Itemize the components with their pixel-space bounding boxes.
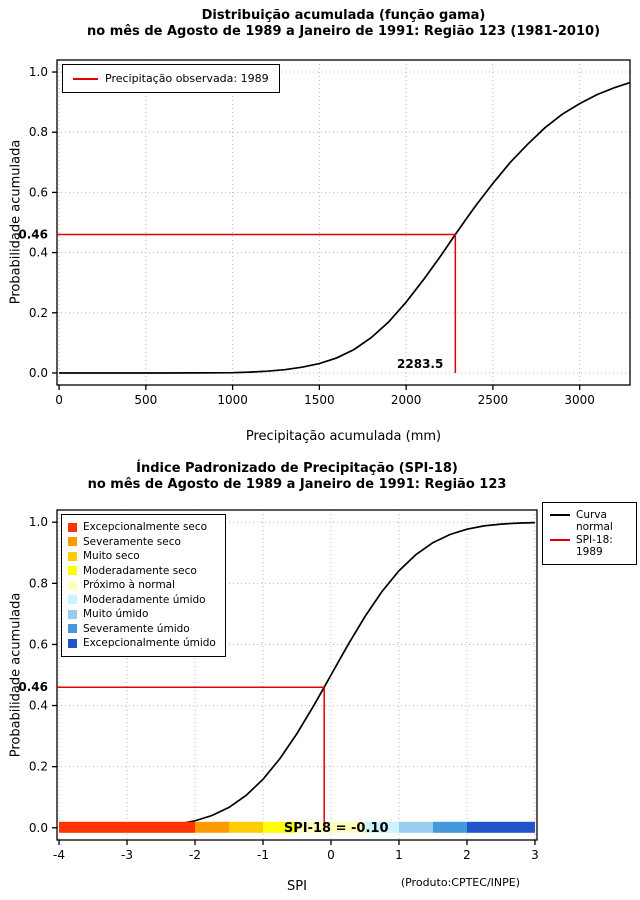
x-axis-tick-label: 3000: [564, 393, 595, 407]
y-axis-tick-label: 0.8: [29, 125, 48, 139]
probability-value-label: 0.46: [18, 228, 48, 242]
category-label: Excepcionalmente seco: [83, 521, 208, 534]
x-axis-tick-label: 2000: [391, 393, 422, 407]
y-axis-tick-label: 0.6: [29, 637, 48, 651]
spi-colorband-segment: [195, 821, 229, 833]
spi-category-item: Excepcionalmente úmido: [68, 636, 216, 651]
spi-chart: -4 -3 -2 -1 0 1 2 3 0.0 0.2 0.4 0.6 0.8 1.0 0.46 SPI-18…: [0, 455, 640, 900]
category-swatch-icon: [68, 609, 77, 619]
x-axis-tick-label: 1000: [217, 393, 248, 407]
curve-legend-label: SPI-18: 1989: [576, 534, 613, 558]
category-label: Severamente seco: [83, 535, 181, 548]
spi-category-item: Muito úmido: [68, 607, 216, 622]
category-label: Muito seco: [83, 550, 140, 563]
spi-value-label: SPI-18 = -0.10: [284, 821, 389, 836]
category-label: Muito úmido: [83, 608, 149, 621]
spi-x-axis-label: SPI: [287, 879, 307, 894]
y-axis-tick-label: 1.0: [29, 515, 48, 529]
x-axis-tick-label: -3: [121, 848, 133, 862]
category-swatch-icon: [68, 566, 77, 576]
x-axis-tick-label: 2500: [478, 393, 509, 407]
product-credit: (Produto:CPTEC/INPE): [400, 876, 520, 889]
y-axis-tick-label: 1.0: [29, 65, 48, 79]
spi-category-item: Excepcionalmente seco: [68, 520, 216, 535]
x-axis-tick-label: 2: [463, 848, 471, 862]
probability-value-label: 0.46: [18, 680, 48, 694]
spi-title-line2: no mês de Agosto de 1989 a Janeiro de 19…: [87, 477, 507, 492]
y-axis-tick-label: 0.4: [29, 246, 48, 260]
category-swatch-icon: [68, 595, 77, 605]
spi-colorband-segment: [297, 821, 365, 833]
x-axis-tick-label: 3: [531, 848, 539, 862]
x-axis-tick-label: 0: [55, 393, 63, 407]
spi-colorband-segment: [399, 821, 433, 833]
x-axis-tick-label: 500: [134, 393, 157, 407]
gamma-legend: Precipitação observada: 1989: [62, 64, 280, 93]
spi-colorband-segment: [229, 821, 263, 833]
spi-colorband-segment: [365, 821, 399, 833]
category-swatch-icon: [68, 624, 77, 634]
category-swatch-icon: [68, 551, 77, 561]
gamma-title-line1: Distribuição acumulada (função gama): [201, 8, 486, 23]
x-axis-tick-label: 1: [395, 848, 403, 862]
spi-category-item: Próximo à normal: [68, 578, 216, 593]
curve-legend-item: Curva normal: [550, 509, 629, 533]
category-label: Excepcionalmente úmido: [83, 637, 216, 650]
precipitation-value-label: 2283.5: [397, 357, 443, 371]
spi-y-axis-label: Probabilidade acumulada: [8, 592, 24, 758]
y-axis-tick-label: 0.2: [29, 306, 48, 320]
gamma-legend-label: Precipitação observada: 1989: [105, 72, 269, 85]
category-swatch-icon: [68, 522, 77, 532]
curve-legend-item: SPI-18: 1989: [550, 534, 629, 558]
category-label: Moderadamente seco: [83, 564, 197, 577]
plot-border: [56, 59, 631, 386]
spi-colorband-segment: [433, 821, 467, 833]
gamma-plot-canvas: 0 500 1000 1500 2000 2500 3000 0.0 0.2 0.4 0.6 0.8 1…: [18, 59, 631, 407]
spi-curve-legend: Curva normal SPI-18: 1989: [542, 502, 637, 565]
category-swatch-icon: [68, 580, 77, 590]
spi-plot-canvas: -4 -3 -2 -1 0 1 2 3 0.0 0.2 0.4 0.6 0.8 1.0 0.46 SPI-18…: [18, 509, 539, 862]
gamma-cdf-chart: 0 500 1000 1500 2000 2500 3000 0.0 0.2 0.4 0.6 0.8 1…: [8, 8, 631, 444]
spi-colorband-segment: [59, 821, 195, 833]
x-axis-tick-label: -1: [257, 848, 269, 862]
category-label: Próximo à normal: [83, 579, 176, 592]
legend-line-icon: [550, 514, 570, 516]
y-axis-tick-label: 0.0: [29, 821, 48, 835]
y-axis-tick-label: 0.0: [29, 366, 48, 380]
spi-colorband-segment: [467, 821, 535, 833]
spi-title-line1: Índice Padronizado de Precipitação (SPI-…: [136, 461, 458, 476]
spi-category-item: Severamente úmido: [68, 622, 216, 637]
gamma-chart-title: Distribuição acumulada (função gama) no …: [57, 8, 630, 40]
gamma-cdf-curve: [59, 81, 631, 374]
category-label: Moderadamente úmido: [83, 593, 206, 606]
x-axis-tick-label: 1500: [304, 393, 335, 407]
gamma-x-axis-label: Precipitação acumulada (mm): [245, 429, 442, 444]
spi-category-item: Moderadamente seco: [68, 564, 216, 579]
plot-border: [56, 509, 538, 841]
legend-line-icon: [550, 539, 570, 541]
curve-legend-label: Curva normal: [576, 509, 613, 533]
category-label: Severamente úmido: [83, 622, 190, 635]
x-axis-tick-label: 0: [327, 848, 335, 862]
y-axis-tick-label: 0.2: [29, 760, 48, 774]
spi-category-item: Moderadamente úmido: [68, 593, 216, 608]
spi-colorband-segment: [263, 821, 297, 833]
y-axis-tick-label: 0.4: [29, 699, 48, 713]
gamma-y-axis-label: Probabilidade acumulada: [8, 139, 24, 305]
x-axis-tick-label: -4: [53, 848, 65, 862]
spi-chart-title: Índice Padronizado de Precipitação (SPI-…: [57, 461, 537, 493]
x-axis-tick-label: -2: [189, 848, 201, 862]
y-axis-tick-label: 0.8: [29, 576, 48, 590]
spi-category-legend: Excepcionalmente seco Severamente seco Mui…: [61, 514, 226, 657]
category-swatch-icon: [68, 537, 77, 547]
spi-category-item: Muito seco: [68, 549, 216, 564]
observed-precip-line-icon: [73, 77, 98, 80]
category-swatch-icon: [68, 638, 77, 648]
spi-category-item: Severamente seco: [68, 535, 216, 550]
gamma-title-line2: no mês de Agosto de 1989 a Janeiro de 19…: [86, 24, 601, 39]
y-axis-tick-label: 0.6: [29, 185, 48, 199]
